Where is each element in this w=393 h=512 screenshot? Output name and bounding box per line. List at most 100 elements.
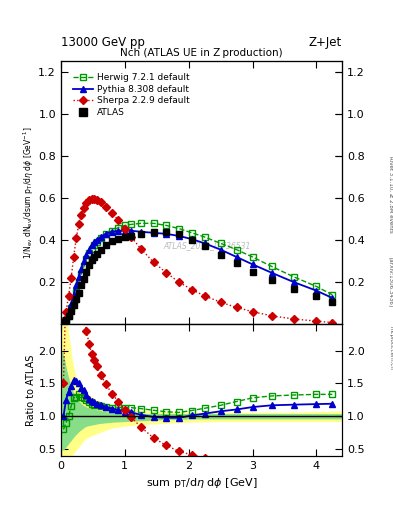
Sherpa 2.2.9 default (314, 318, 319, 324)
Pythia 8.308 default (330, 295, 335, 301)
Sherpa 2.2.9 default (74, 235, 79, 241)
Sherpa 2.2.9 default (164, 270, 169, 276)
Sherpa 2.2.9 default (116, 217, 121, 223)
Sherpa 2.2.9 default (89, 196, 94, 202)
Text: Rivet 3.1.10, ≥ 2.8M events: Rivet 3.1.10, ≥ 2.8M events (389, 156, 393, 233)
ATLAS (84, 269, 89, 275)
ATLAS (69, 308, 73, 314)
Text: [arXiv:1306.3436]: [arXiv:1306.3436] (389, 257, 393, 307)
Pythia 8.308 default (82, 258, 86, 264)
Sherpa 2.2.9 default (330, 319, 335, 326)
Sherpa 2.2.9 default (110, 210, 114, 216)
Sherpa 2.2.9 default (72, 254, 76, 260)
Herwig 7.2.1 default (84, 256, 89, 262)
Pythia 8.308 default (64, 316, 68, 322)
ATLAS (250, 269, 255, 275)
Text: mcplots.cern.ch: mcplots.cern.ch (389, 326, 393, 370)
ATLAS (98, 247, 103, 253)
Herwig 7.2.1 default (61, 319, 66, 326)
Pythia 8.308 default (292, 279, 296, 285)
Text: Z+Jet: Z+Jet (309, 36, 342, 49)
Pythia 8.308 default (164, 231, 169, 237)
Pythia 8.308 default (69, 301, 73, 307)
Herwig 7.2.1 default (116, 224, 121, 230)
Herwig 7.2.1 default (234, 247, 239, 253)
Herwig 7.2.1 default (79, 271, 84, 277)
ATLAS (110, 238, 114, 244)
Sherpa 2.2.9 default (189, 287, 194, 293)
Pythia 8.308 default (98, 234, 103, 240)
Pythia 8.308 default (314, 288, 319, 294)
Pythia 8.308 default (177, 233, 182, 239)
Sherpa 2.2.9 default (77, 221, 81, 227)
Herwig 7.2.1 default (64, 317, 68, 324)
Pythia 8.308 default (202, 240, 207, 246)
Pythia 8.308 default (61, 319, 66, 325)
ATLAS (94, 251, 99, 257)
Pythia 8.308 default (89, 242, 94, 248)
Pythia 8.308 default (72, 292, 76, 298)
Pythia 8.308 default (138, 229, 143, 235)
Pythia 8.308 default (234, 254, 239, 260)
ATLAS (82, 276, 86, 282)
Pythia 8.308 default (94, 237, 99, 243)
Y-axis label: Ratio to ATLAS: Ratio to ATLAS (26, 354, 35, 425)
Pythia 8.308 default (250, 261, 255, 267)
Sherpa 2.2.9 default (69, 275, 73, 281)
Pythia 8.308 default (79, 266, 84, 272)
ATLAS (103, 242, 108, 248)
Sherpa 2.2.9 default (218, 299, 223, 305)
Herwig 7.2.1 default (94, 239, 99, 245)
ATLAS (164, 229, 169, 235)
Herwig 7.2.1 default (69, 306, 73, 312)
Sherpa 2.2.9 default (86, 197, 91, 203)
Pythia 8.308 default (151, 230, 156, 236)
Herwig 7.2.1 default (123, 222, 127, 228)
ATLAS (292, 286, 296, 292)
Pythia 8.308 default (103, 231, 108, 237)
ATLAS (269, 277, 274, 283)
Herwig 7.2.1 default (151, 220, 156, 226)
Herwig 7.2.1 default (269, 263, 274, 269)
Pythia 8.308 default (269, 270, 274, 276)
Herwig 7.2.1 default (164, 222, 169, 228)
ATLAS (89, 257, 94, 263)
Herwig 7.2.1 default (138, 220, 143, 226)
Herwig 7.2.1 default (98, 235, 103, 241)
Sherpa 2.2.9 default (234, 304, 239, 310)
Pythia 8.308 default (116, 228, 121, 234)
ATLAS (189, 237, 194, 243)
Pythia 8.308 default (92, 239, 97, 245)
Pythia 8.308 default (123, 228, 127, 234)
ATLAS (314, 293, 319, 299)
Pythia 8.308 default (66, 310, 71, 316)
Y-axis label: 1/N$_\mathregular{ev}$ dN$_\mathregular{ev}$/dsum p$_\mathregular{T}$/d$\eta$ d$: 1/N$_\mathregular{ev}$ dN$_\mathregular{… (21, 126, 35, 259)
Herwig 7.2.1 default (110, 228, 114, 234)
Herwig 7.2.1 default (86, 250, 91, 256)
Sherpa 2.2.9 default (292, 316, 296, 322)
Sherpa 2.2.9 default (92, 196, 97, 202)
Herwig 7.2.1 default (250, 254, 255, 260)
ATLAS (129, 233, 134, 239)
ATLAS (86, 262, 91, 268)
ATLAS (116, 236, 121, 242)
Sherpa 2.2.9 default (177, 279, 182, 285)
Sherpa 2.2.9 default (82, 204, 86, 210)
ATLAS (177, 231, 182, 237)
Herwig 7.2.1 default (82, 263, 86, 269)
Pythia 8.308 default (129, 228, 134, 234)
ATLAS (138, 231, 143, 237)
ATLAS (66, 313, 71, 319)
Line: Pythia 8.308 default: Pythia 8.308 default (61, 227, 336, 325)
Line: ATLAS: ATLAS (60, 228, 336, 326)
Pythia 8.308 default (218, 247, 223, 253)
ATLAS (74, 296, 79, 302)
Herwig 7.2.1 default (330, 292, 335, 298)
Herwig 7.2.1 default (77, 279, 81, 285)
Title: Nch (ATLAS UE in Z production): Nch (ATLAS UE in Z production) (120, 48, 283, 58)
ATLAS (234, 260, 239, 266)
ATLAS (92, 254, 97, 260)
ATLAS (151, 229, 156, 235)
Pythia 8.308 default (84, 252, 89, 258)
Sherpa 2.2.9 default (250, 309, 255, 315)
